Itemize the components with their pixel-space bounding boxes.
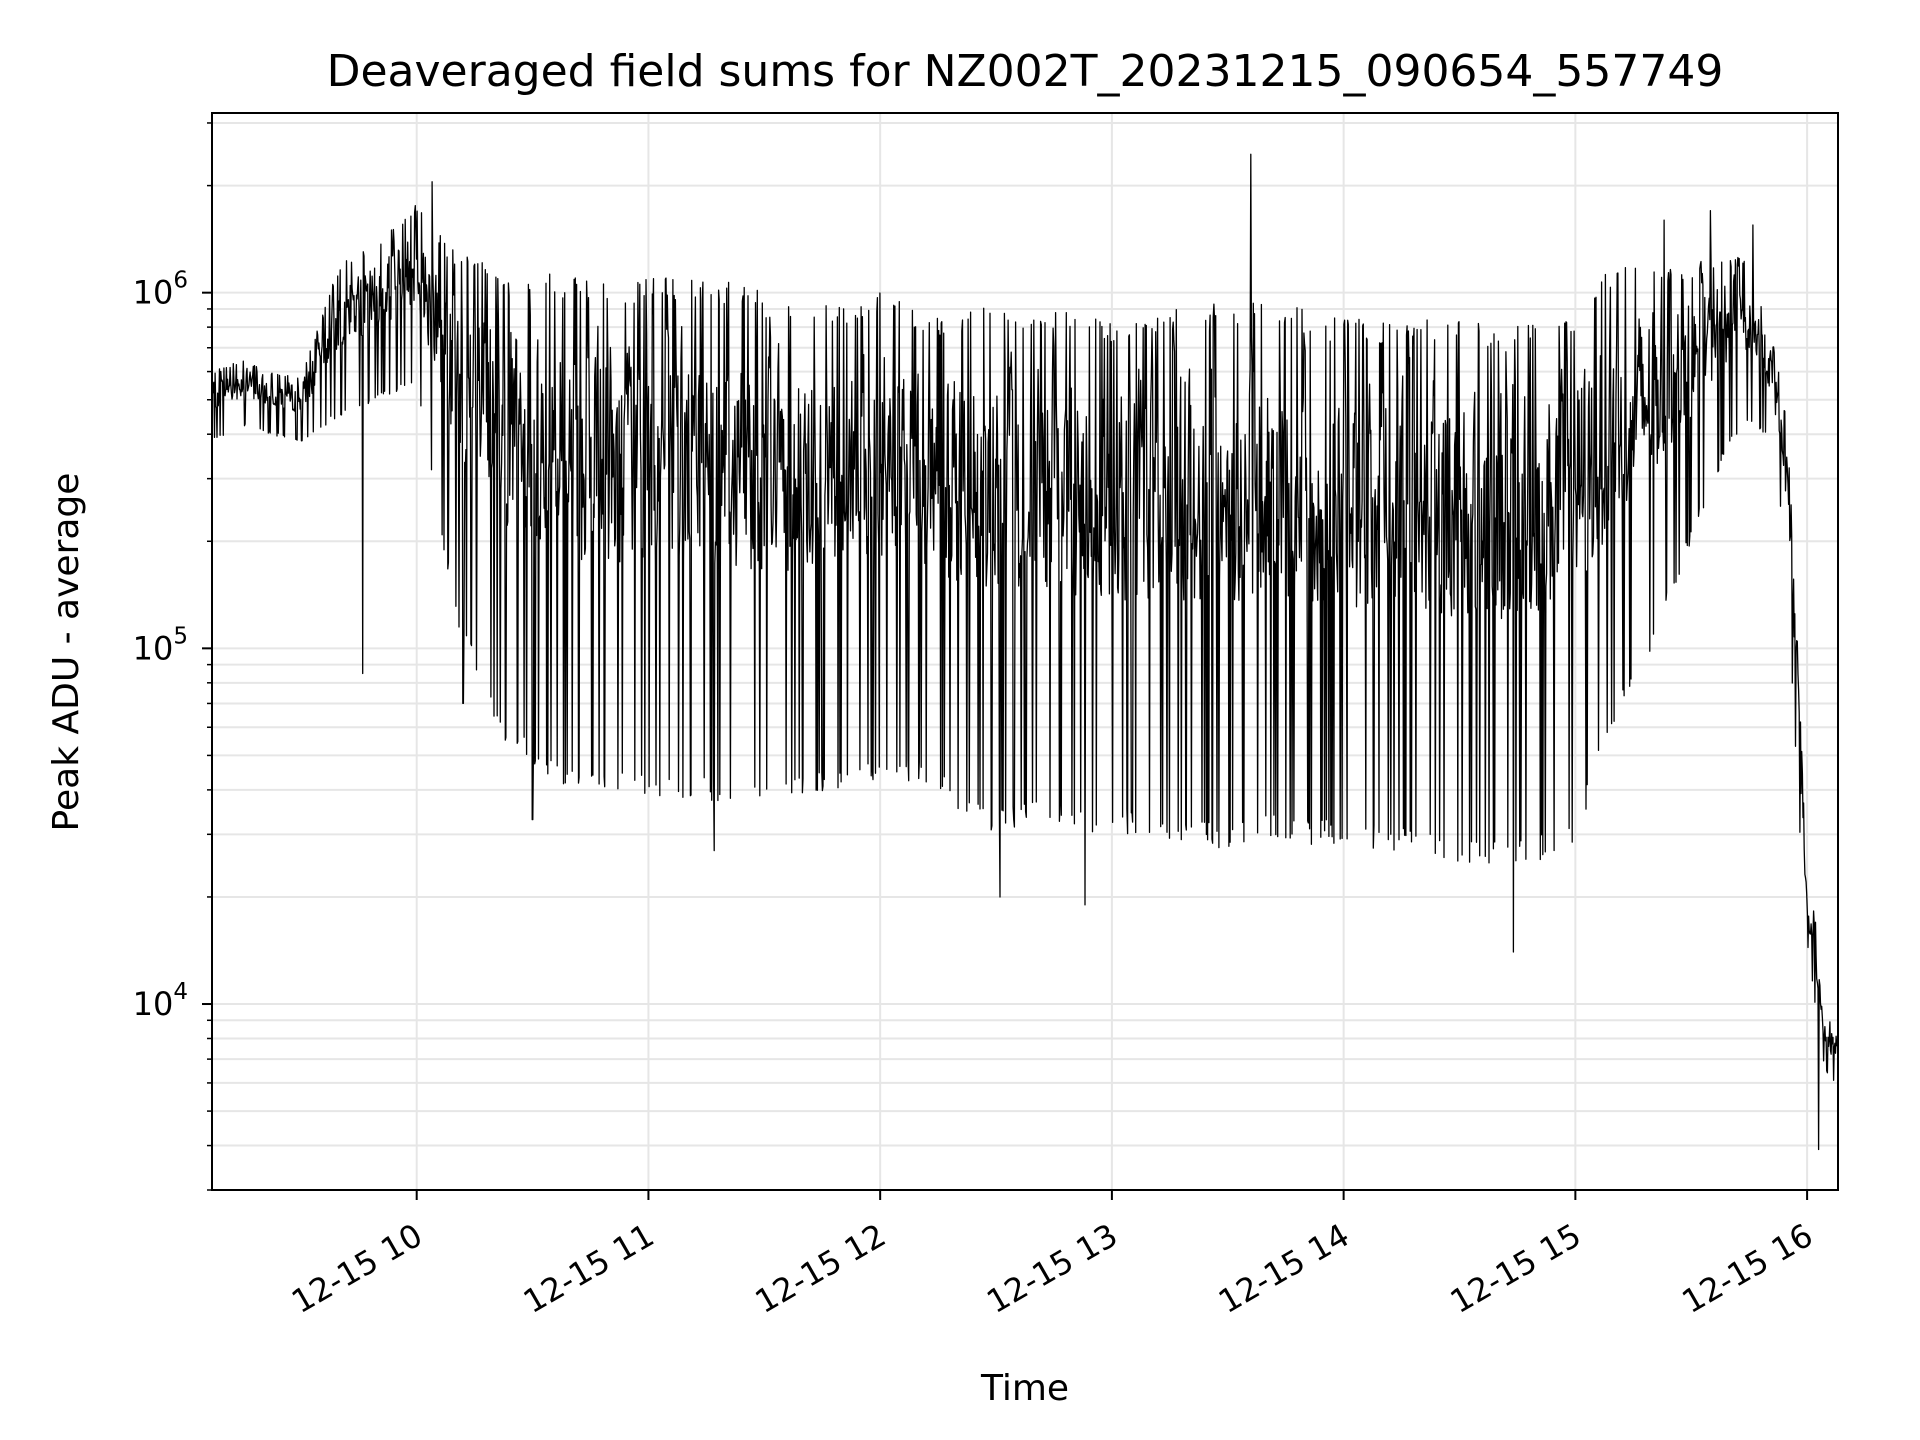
y-tick-label: 104	[133, 979, 188, 1023]
x-axis-label: Time	[980, 1368, 1069, 1409]
y-axis-label: Peak ADU - average	[46, 473, 87, 832]
data-series	[211, 153, 1839, 1151]
series-line	[211, 153, 1839, 1151]
plot-frame	[211, 112, 1839, 1191]
y-tick-label: 105	[133, 623, 188, 667]
y-tick-label: 106	[133, 268, 188, 312]
chart-title: Deaveraged field sums for NZ002T_2023121…	[327, 46, 1724, 97]
